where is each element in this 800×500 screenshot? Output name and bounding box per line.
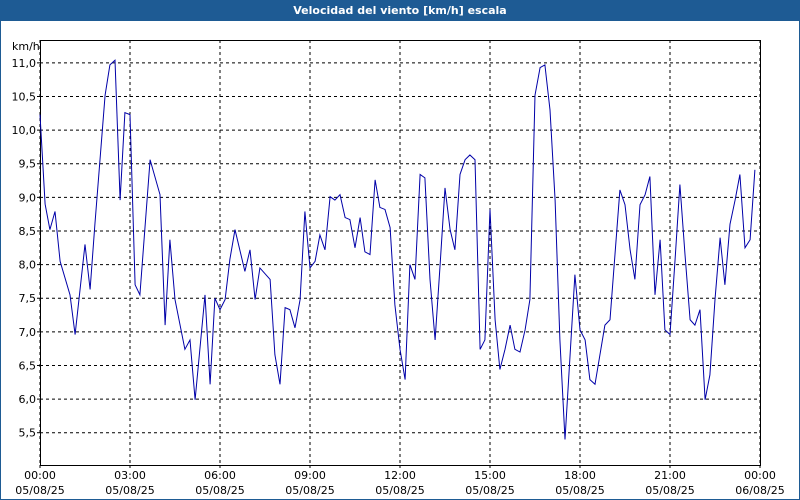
x-tick-date: 05/08/25 [285, 484, 334, 497]
y-tick-label: 10,0 [12, 124, 37, 137]
x-tick-label: 09:00 [294, 469, 326, 482]
y-tick-label: 10,5 [12, 90, 37, 103]
y-tick-label: 6,5 [19, 359, 37, 372]
x-tick-date: 05/08/25 [15, 484, 64, 497]
y-tick-label: 6,0 [19, 393, 37, 406]
y-tick-label: 8,0 [19, 259, 37, 272]
x-tick-label: 00:00 [744, 469, 776, 482]
x-tick-label: 18:00 [564, 469, 596, 482]
chart-title: Velocidad del viento [km/h] escala [293, 4, 506, 17]
x-tick-label: 06:00 [204, 469, 236, 482]
y-tick-label: 9,0 [19, 191, 37, 204]
data-line [39, 59, 756, 440]
x-tick-date: 05/08/25 [375, 484, 424, 497]
x-tick-date: 05/08/25 [195, 484, 244, 497]
x-tick-label: 15:00 [474, 469, 506, 482]
y-tick-label: 7,0 [19, 326, 37, 339]
y-axis-label: km/h [12, 40, 40, 53]
x-tick-date: 05/08/25 [465, 484, 514, 497]
y-tick-label: 9,5 [19, 158, 37, 171]
y-tick-label: 8,5 [19, 225, 37, 238]
x-tick-date: 06/08/25 [735, 484, 784, 497]
x-tick-label: 21:00 [654, 469, 686, 482]
x-tick-label: 12:00 [384, 469, 416, 482]
y-tick-label: 11,0 [12, 57, 37, 70]
y-tick-label: 7,5 [19, 292, 37, 305]
x-tick-date: 05/08/25 [105, 484, 154, 497]
y-tick-label: 5,5 [19, 427, 37, 440]
x-tick-date: 05/08/25 [555, 484, 604, 497]
x-tick-label: 00:00 [24, 469, 56, 482]
x-tick-label: 03:00 [114, 469, 146, 482]
title-bar [0, 0, 800, 20]
x-tick-date: 05/08/25 [645, 484, 694, 497]
